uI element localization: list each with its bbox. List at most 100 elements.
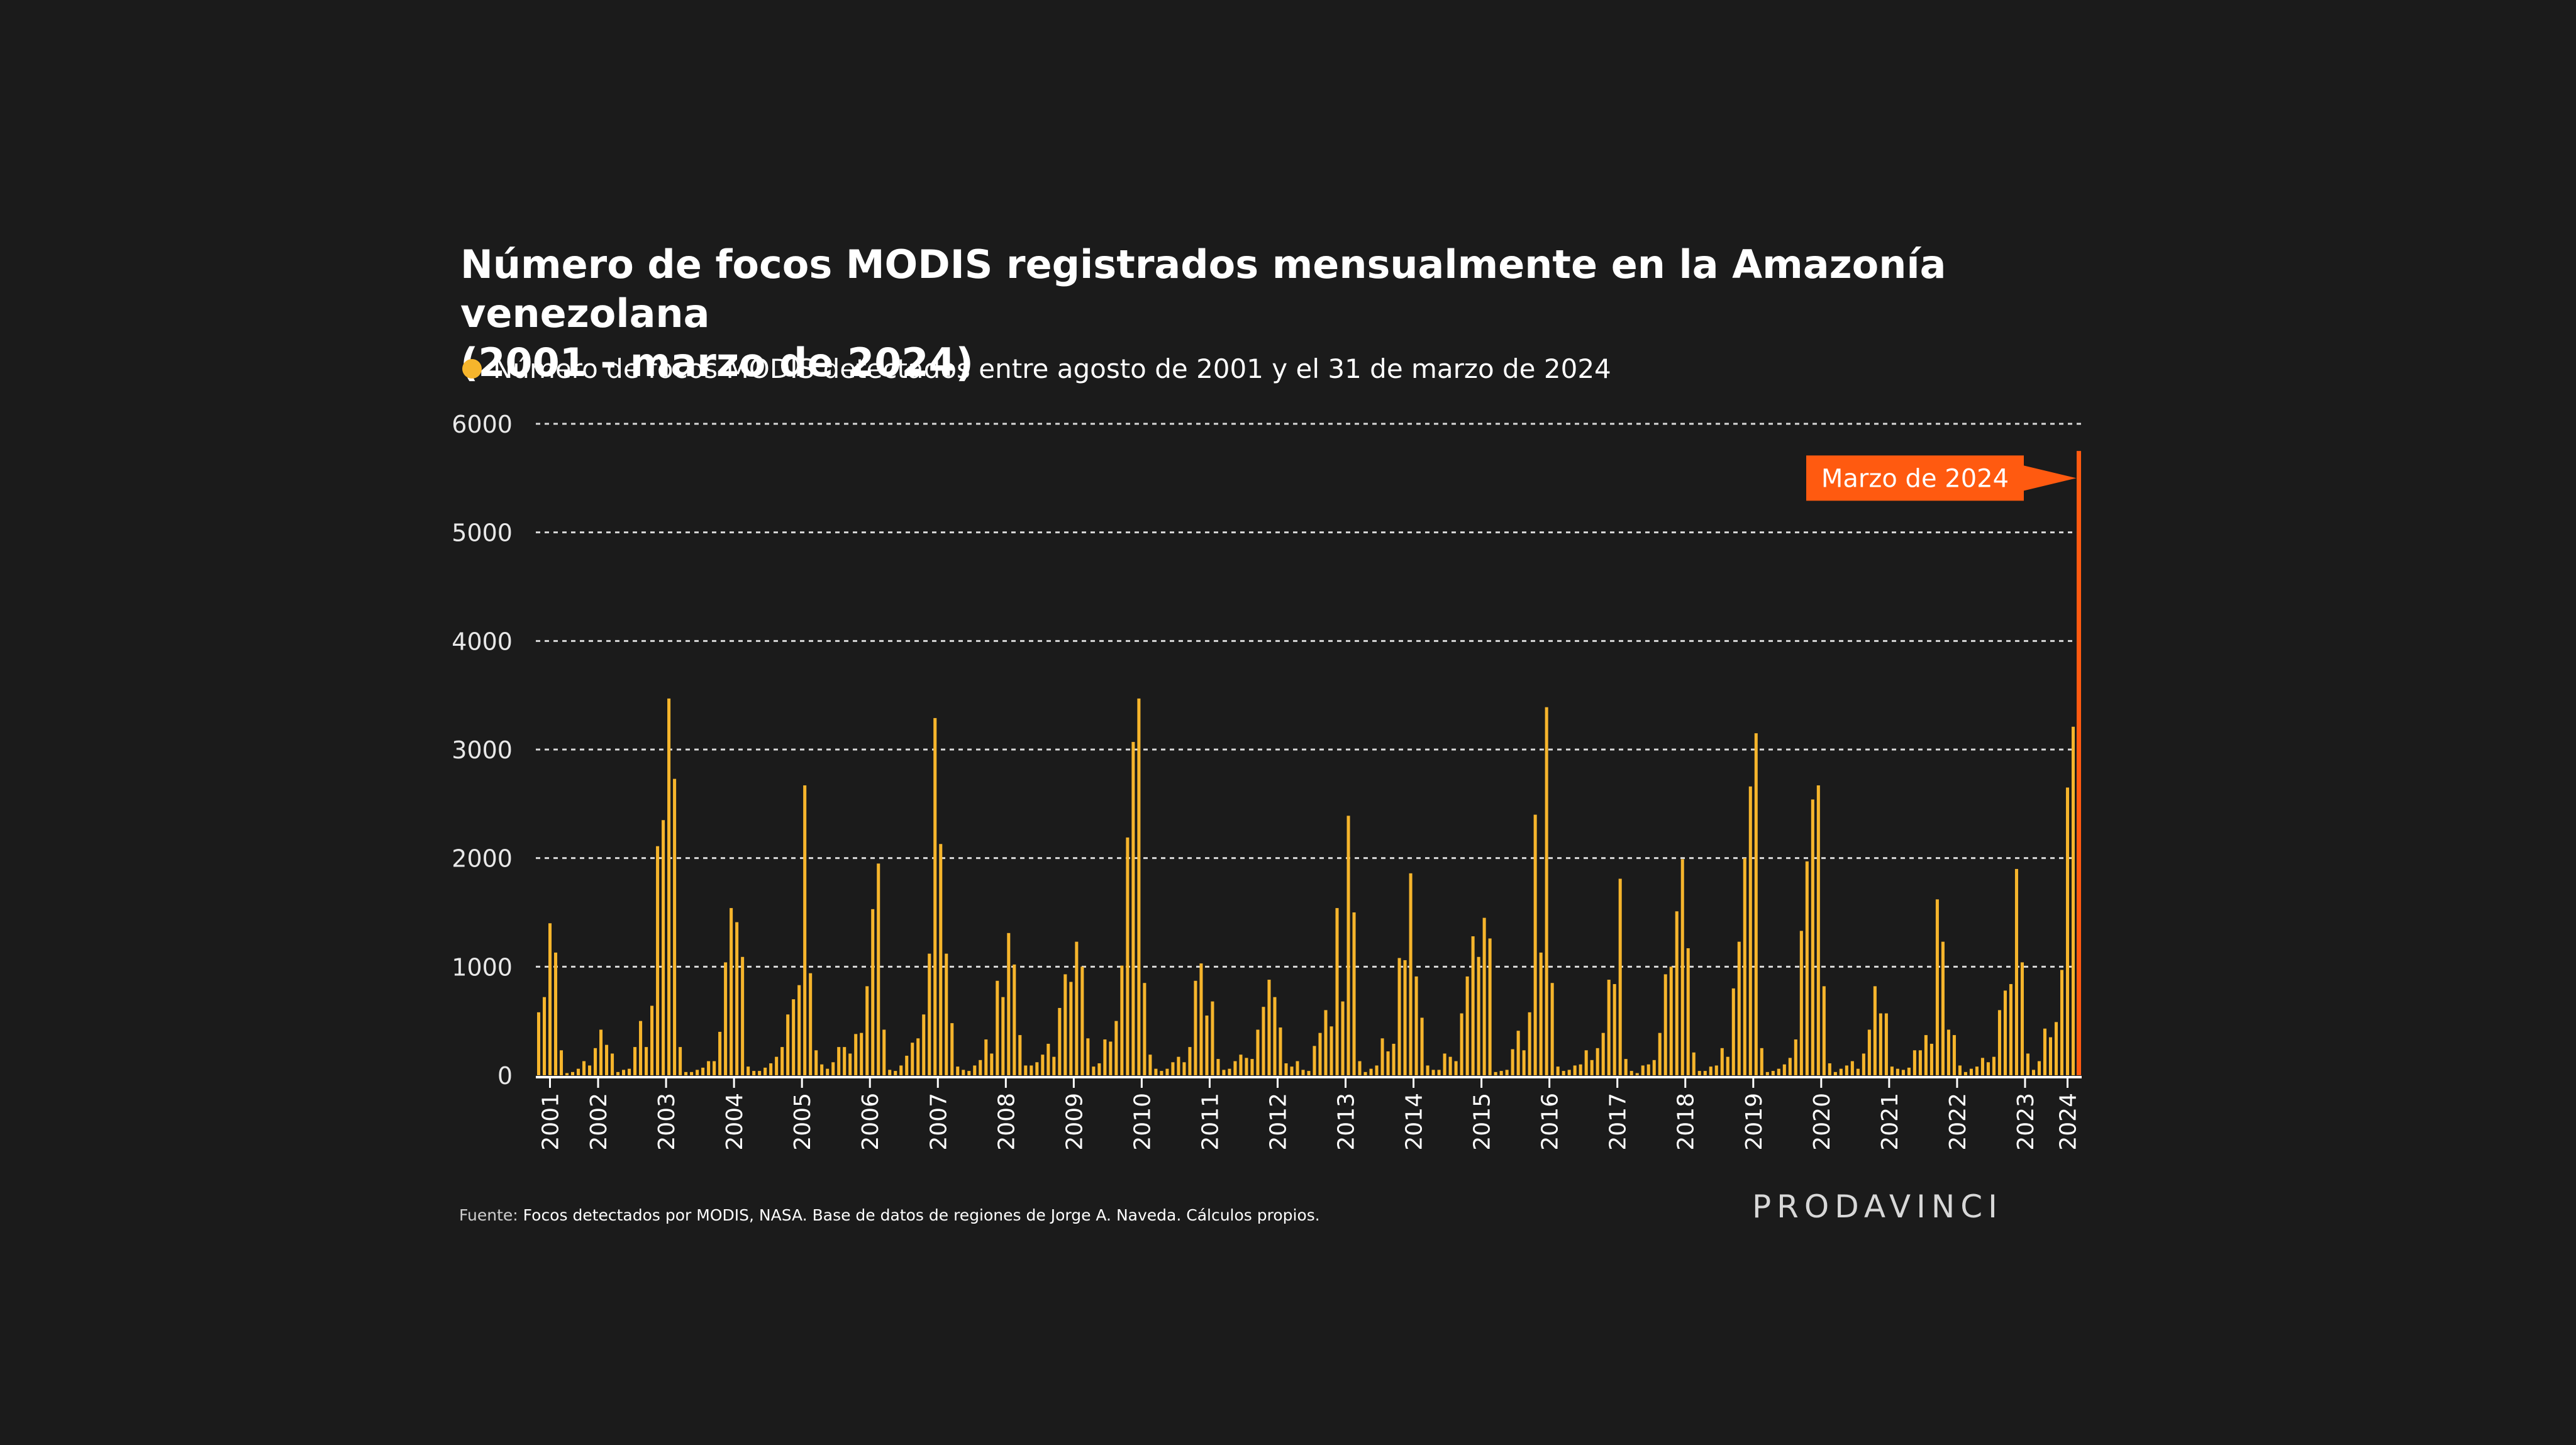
bar-2013-3 (1324, 1010, 1328, 1075)
bar-2003-4 (650, 1005, 654, 1075)
bar-2016-12 (1579, 1064, 1582, 1075)
bar-2017-6 (1613, 983, 1616, 1075)
legend-swatch (462, 359, 482, 379)
bar-2007-5 (928, 953, 931, 1075)
bar-2021-4 (1873, 986, 1877, 1075)
bar-2017-2 (1590, 1060, 1594, 1075)
bar-2007-9 (950, 1023, 954, 1075)
bar-2016-9 (1562, 1071, 1565, 1075)
x-tick-label-2012: 2012 (1265, 1093, 1291, 1151)
x-tick-label-2013: 2013 (1334, 1093, 1360, 1151)
bar-2016-7 (1550, 983, 1554, 1075)
bars (536, 451, 2082, 1075)
x-tick-label-2018: 2018 (1674, 1093, 1699, 1151)
chart-legend: Número de focos MODIS detectados entre a… (462, 353, 1611, 384)
bar-2015-2 (1454, 1061, 1458, 1075)
bar-2022-9 (1969, 1068, 1973, 1075)
bar-2005-9 (814, 1050, 818, 1075)
x-tick-label-2011: 2011 (1197, 1093, 1223, 1151)
source-label: Fuente: (459, 1206, 518, 1224)
bar-2022-10 (1975, 1066, 1979, 1075)
annotation-pointer (2024, 465, 2077, 491)
bar-2002-12 (628, 1068, 631, 1075)
bar-2002-7 (599, 1029, 603, 1075)
bar-2015-1 (1448, 1056, 1452, 1075)
y-tick-label-0: 0 (497, 1062, 513, 1090)
bar-2013-12 (1375, 1065, 1379, 1075)
bar-2024-2 (2065, 787, 2070, 1075)
bar-2012-4 (1262, 1007, 1265, 1075)
x-tick-label-2010: 2010 (1130, 1093, 1155, 1151)
bar-2007-12 (967, 1071, 971, 1075)
bar-2012-10 (1296, 1061, 1299, 1075)
bar-2001-1 (536, 1012, 541, 1075)
bar-2011-1 (1177, 1056, 1180, 1075)
bar-2011-5 (1199, 963, 1203, 1075)
bar-2020-4 (1805, 861, 1809, 1075)
y-tick-label-5000: 5000 (452, 519, 513, 547)
bar-2015-10 (1499, 1071, 1503, 1075)
bar-2004-7 (735, 922, 739, 1075)
bar-2012-3 (1256, 1029, 1260, 1075)
bar-2013-7 (1346, 816, 1350, 1075)
x-tick-label-2002: 2002 (586, 1093, 612, 1151)
bar-2023-7 (2026, 1053, 2029, 1075)
annotation: Marzo de 2024 (1806, 455, 2077, 501)
bar-2013-10 (1363, 1071, 1367, 1075)
bar-2003-2 (639, 1021, 643, 1075)
bar-2018-4 (1669, 966, 1673, 1075)
bar-2008-4 (990, 1053, 994, 1075)
bar-2010-2 (1114, 1021, 1118, 1075)
bar-2022-7 (1958, 1065, 1962, 1075)
bar-2015-11 (1505, 1070, 1509, 1075)
bar-2020-6 (1816, 785, 1820, 1075)
bar-2008-10 (1024, 1065, 1028, 1075)
x-tick-label-2022: 2022 (1945, 1093, 1971, 1151)
y-tick-label-4000: 4000 (452, 628, 513, 655)
bar-2016-10 (1567, 1070, 1571, 1075)
bar-2009-6 (1069, 982, 1073, 1075)
bar-2009-12 (1103, 1039, 1107, 1075)
bar-2019-10 (1771, 1071, 1775, 1075)
x-tick-label-2019: 2019 (1741, 1093, 1767, 1151)
bar-2010-1 (1109, 1041, 1113, 1075)
bar-2015-5 (1471, 936, 1475, 1075)
legend-label: Número de focos MODIS detectados entre a… (493, 353, 1611, 384)
bar-2006-7 (871, 909, 875, 1075)
bar-2010-11 (1165, 1068, 1169, 1075)
bar-2014-9 (1426, 1065, 1430, 1075)
source-text: Focos detectados por MODIS, NASA. Base d… (523, 1206, 1320, 1224)
bar-2008-1 (973, 1065, 977, 1075)
bar-2002-11 (622, 1070, 626, 1075)
bar-2003-3 (645, 1047, 648, 1075)
bar-2005-10 (820, 1064, 824, 1075)
prodavinci-logo: PRODAVINCI (1752, 1188, 2003, 1225)
bar-2008-7 (1007, 933, 1011, 1075)
x-tick-label-2006: 2006 (858, 1093, 884, 1151)
bar-2002-6 (594, 1048, 597, 1075)
bar-2016-1 (1516, 1031, 1520, 1075)
bar-2023-2 (1997, 1010, 2001, 1075)
bar-2003-7 (667, 698, 671, 1075)
x-tick-label-2004: 2004 (722, 1093, 748, 1151)
bar-2020-1 (1788, 1058, 1792, 1075)
bar-2009-7 (1075, 941, 1079, 1075)
bar-2020-3 (1799, 931, 1803, 1075)
bar-2016-2 (1522, 1050, 1526, 1075)
bar-2008-6 (1001, 997, 1005, 1075)
bar-2004-8 (741, 956, 745, 1075)
bar-2022-6 (1952, 1035, 1956, 1075)
bar-2005-3 (780, 1047, 784, 1075)
bar-2019-7 (1754, 733, 1758, 1075)
bar-2014-1 (1380, 1038, 1384, 1075)
bar-2017-4 (1601, 1033, 1605, 1075)
x-tick-label-2017: 2017 (1606, 1093, 1631, 1151)
bar-2005-5 (792, 999, 796, 1075)
bar-2004-11 (758, 1071, 762, 1075)
bar-2018-1 (1652, 1060, 1656, 1075)
bar-2005-1 (769, 1063, 773, 1075)
bar-2013-6 (1341, 1001, 1345, 1075)
bar-2016-8 (1556, 1066, 1560, 1075)
x-tick-label-2020: 2020 (1809, 1093, 1835, 1151)
bar-2021-10 (1907, 1067, 1911, 1075)
